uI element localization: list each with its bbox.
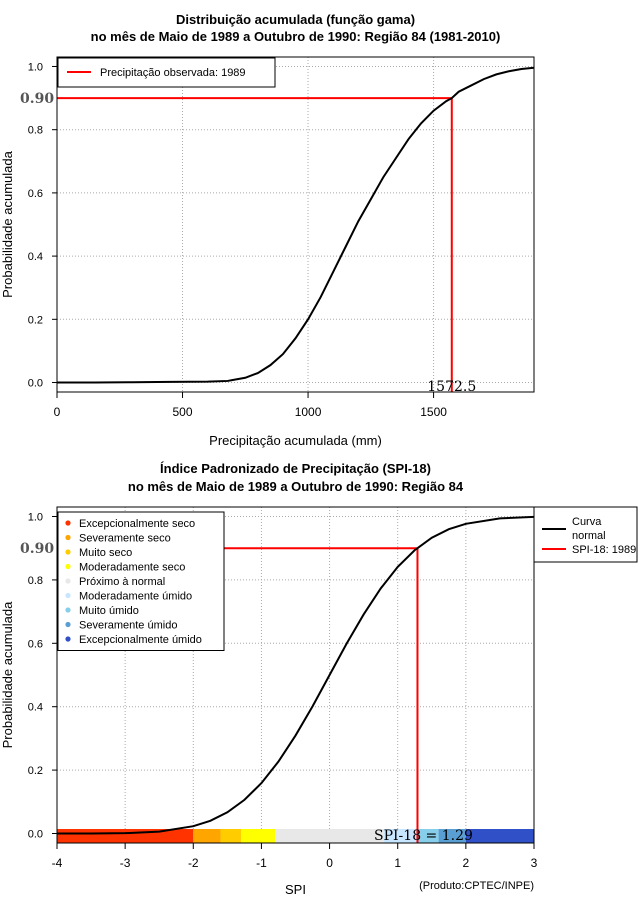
plot-frame <box>56 56 535 393</box>
marker-y-value-label: 0.90 <box>20 91 54 107</box>
x-tick-label: 1 <box>394 856 401 870</box>
y-tick-label: 0.0 <box>28 828 43 840</box>
legend-dot <box>65 520 71 526</box>
spi-color-band <box>57 829 194 843</box>
x-tick-label: -1 <box>256 856 267 870</box>
x-tick-label: 0 <box>54 405 61 419</box>
legend-label: Excepcionalmente seco <box>79 518 195 530</box>
spi-color-band <box>465 829 534 843</box>
chart-1: Distribuição acumulada (função gama) no m… <box>0 12 535 448</box>
legend-dot <box>65 563 71 570</box>
legend-label: normal <box>572 530 606 542</box>
legend-label: Muito seco <box>79 547 132 559</box>
legend-dot <box>65 592 71 599</box>
spi-color-band <box>384 829 419 843</box>
product-credit: (Produto:CPTEC/INPE) <box>419 880 534 892</box>
spi-color-band <box>220 829 241 843</box>
y-tick-label: 0.2 <box>28 314 43 326</box>
legend-label: Moderadamente úmido <box>79 591 192 603</box>
legend-dot <box>65 549 71 555</box>
y-tick-label: 0.4 <box>28 702 43 714</box>
x-tick-label: 2 <box>463 856 470 870</box>
line-legend: Curva normal SPI-18: 1989 <box>533 506 638 563</box>
y-axis-label: Probabilidade acumulada <box>0 150 15 297</box>
category-legend: Excepcionalmente seco Severamente seco Mui… <box>57 511 225 651</box>
legend: Precipitação observada: 1989 <box>57 57 276 88</box>
legend-dot <box>65 621 71 628</box>
y-tick-label: 0.2 <box>28 765 43 777</box>
y-tick-label: 0.6 <box>28 188 43 200</box>
marker-x-value-label: SPI-18 = 1.29 <box>374 828 473 844</box>
x-tick-label: 500 <box>173 405 193 419</box>
y-tick-label: 0.6 <box>28 638 43 650</box>
plot-frame <box>56 506 535 844</box>
spi-color-band <box>438 829 466 843</box>
series-curve <box>57 66 535 384</box>
x-tick-label: -4 <box>52 856 63 870</box>
legend-box <box>57 57 276 88</box>
marker-y-value-label: 0.90 <box>20 541 54 557</box>
legend-label: Excepcionalmente úmido <box>79 634 202 646</box>
spi-color-band <box>418 829 439 843</box>
series-curve <box>57 515 535 835</box>
marker-x-value-label: 1572.5 <box>427 379 476 395</box>
legend-label: Próximo à normal <box>79 576 165 588</box>
x-axis-label: Precipitação acumulada (mm) <box>209 433 382 448</box>
x-tick-label: 3 <box>531 856 538 870</box>
y-tick-label: 0.8 <box>28 575 43 587</box>
y-tick-label: 1.0 <box>28 512 43 524</box>
legend-label: Precipitação observada: 1989 <box>100 67 246 79</box>
x-axis-label: SPI <box>285 882 306 897</box>
y-axis-label: Probabilidade acumulada <box>0 601 15 748</box>
chart-subtitle: no mês de Maio de 1989 a Outubro de 1990… <box>91 29 501 44</box>
x-tick-label: 1000 <box>295 405 322 419</box>
y-tick-label: 0.0 <box>28 378 43 390</box>
y-tick-label: 0.8 <box>28 125 43 137</box>
legend-dot <box>65 578 71 584</box>
legend-dot <box>65 607 71 613</box>
legend-label: Severamente úmido <box>79 620 177 632</box>
spi-color-band <box>240 829 276 843</box>
legend-dot <box>65 636 71 642</box>
category-legend-box <box>57 511 225 651</box>
x-tick-label: -2 <box>188 856 199 870</box>
spi-color-band <box>275 829 385 843</box>
spi-color-band <box>193 829 221 843</box>
legend-label: Curva <box>572 516 602 528</box>
legend-label: Severamente seco <box>79 533 171 545</box>
y-tick-label: 0.4 <box>28 251 43 263</box>
legend-label: Muito úmido <box>79 605 139 617</box>
chart-subtitle: no mês de Maio de 1989 a Outubro de 1990… <box>128 479 464 494</box>
x-tick-label: 1500 <box>420 405 447 419</box>
x-tick-label: 0 <box>326 856 333 870</box>
legend-dot <box>65 534 71 541</box>
chart-title: Índice Padronizado de Precipitação (SPI-… <box>160 461 431 476</box>
legend-label: Moderadamente seco <box>79 562 185 574</box>
legend-label: SPI-18: 1989 <box>572 544 636 556</box>
line-legend-box <box>533 506 638 563</box>
x-tick-label: -3 <box>120 856 131 870</box>
chart-2: Índice Padronizado de Precipitação (SPI-… <box>0 461 638 897</box>
y-tick-label: 1.0 <box>28 61 43 73</box>
chart-title: Distribuição acumulada (função gama) <box>176 12 415 27</box>
